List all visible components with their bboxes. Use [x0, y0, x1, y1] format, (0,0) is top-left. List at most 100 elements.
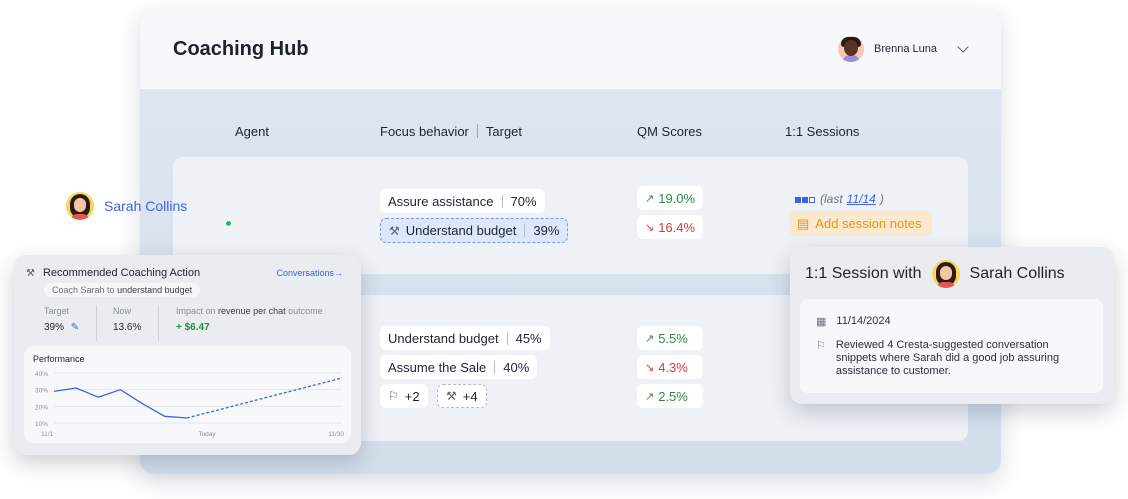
more-tools-count: +4 — [462, 388, 478, 404]
session-history: (last 11/14) — [795, 192, 884, 206]
impact-label-outcome: revenue per chat — [218, 306, 286, 316]
edit-pencil-icon[interactable]: ✎ — [70, 322, 80, 333]
impact-value: + $6.47 — [176, 322, 210, 333]
impact-label-suffix: outcome — [288, 306, 323, 316]
qm-score: ↗ 5.5% — [637, 326, 703, 350]
add-session-notes-label: Add session notes — [815, 216, 922, 231]
user-menu[interactable]: Brenna Luna — [838, 36, 969, 62]
session-detail-body: ▦ 11/14/2024 ⚐ Reviewed 4 Cresta-suggest… — [800, 299, 1103, 393]
session-last-prefix: (last — [820, 192, 843, 206]
conversations-link[interactable]: Conversations→ — [276, 268, 343, 278]
more-tools-pill[interactable]: ⚒ +4 — [437, 384, 487, 408]
y-tick-label: 30% — [35, 388, 48, 395]
qm-score: ↘ 16.4% — [637, 215, 703, 239]
y-tick-label: 40% — [35, 371, 48, 378]
chevron-down-icon[interactable] — [957, 41, 969, 53]
behavior-pill-focused[interactable]: ⚒ Understand budget 39% — [380, 218, 569, 243]
behavior-target: 40% — [503, 359, 530, 375]
session-agent-name: Sarah Collins — [969, 265, 1065, 282]
projected-series-line — [186, 377, 343, 419]
conversations-link-label: Conversations — [276, 268, 334, 278]
session-indicator — [795, 192, 816, 206]
target-label: Target — [44, 306, 70, 316]
recommended-header: ⚒ Recommended Coaching Action — [26, 267, 200, 279]
last-session-link[interactable]: 11/14 — [846, 192, 876, 206]
qm-score: ↘ 4.3% — [637, 355, 703, 379]
session-last-suffix: ) — [879, 192, 884, 206]
coaching-suggestion-prefix: Coach Sarah to — [52, 285, 115, 295]
performance-panel: Performance 40% 30% 20% 10% 11/1 Today 11/30 — [24, 346, 351, 443]
divider — [96, 305, 97, 341]
qm-score-value: 2.5% — [658, 388, 688, 404]
session-detail-title: 1:1 Session with Sarah Collins — [805, 260, 1065, 288]
user-avatar — [838, 36, 864, 62]
calendar-icon: ▤ — [797, 215, 810, 231]
qm-score-value: 4.3% — [658, 359, 688, 375]
calendar-icon: ▦ — [816, 316, 827, 328]
agent-name-link[interactable]: Sarah Collins — [104, 198, 188, 214]
trend-up-icon: ↗ — [645, 390, 655, 403]
behavior-pill[interactable]: Assure assistance 70% — [380, 189, 545, 213]
session-title-label: 1:1 Session with — [805, 265, 922, 282]
more-flags-count: +2 — [404, 388, 420, 404]
trend-up-icon: ↗ — [645, 192, 655, 205]
y-tick-label: 20% — [35, 404, 48, 411]
behavior-pill[interactable]: Assume the Sale 40% — [380, 355, 538, 379]
add-session-notes-button[interactable]: ▤ Add session notes — [789, 211, 932, 236]
performance-chart: 40% 30% 20% 10% 11/1 Today 11/30 — [35, 371, 344, 438]
x-tick-label: 11/30 — [328, 431, 344, 438]
qm-score: ↗ 2.5% — [637, 384, 703, 408]
qm-score-value: 19.0% — [658, 190, 696, 206]
behavior-target: 70% — [510, 193, 537, 209]
column-header-qm: QM Scores — [637, 124, 703, 139]
now-label: Now — [113, 306, 132, 316]
behavior-target: 45% — [515, 330, 542, 346]
session-note-line: ⚐ Reviewed 4 Cresta-suggested conversati… — [816, 339, 1086, 378]
session-detail-card: 1:1 Session with Sarah Collins ▦ 11/14/2… — [790, 247, 1114, 404]
agent-avatar — [66, 192, 94, 220]
impact-metric: Impact on revenue per chat outcome + $6.… — [176, 306, 323, 333]
qm-score-value: 5.5% — [658, 330, 688, 346]
impact-label-prefix: Impact on — [176, 306, 216, 316]
column-header-focus: Focus behavior Target — [380, 124, 522, 139]
session-note: Reviewed 4 Cresta-suggested conversation… — [835, 339, 1060, 377]
user-name: Brenna Luna — [874, 43, 937, 55]
tools-icon: ⚒ — [389, 223, 400, 238]
online-status-dot — [225, 220, 232, 227]
x-tick-label: 11/1 — [41, 431, 54, 438]
divider — [158, 305, 159, 341]
behavior-pill[interactable]: Understand budget 45% — [380, 326, 550, 350]
qm-score-value: 16.4% — [658, 219, 696, 235]
page-title: Coaching Hub — [173, 38, 309, 60]
arrow-right-icon: → — [334, 268, 343, 278]
window-header: Coaching Hub Brenna Luna — [140, 8, 1001, 90]
coaching-suggestion: Coach Sarah to understand budget — [44, 283, 201, 297]
behavior-label: Assume the Sale — [388, 359, 487, 375]
tools-icon: ⚒ — [26, 267, 35, 279]
behavior-label: Understand budget — [405, 223, 517, 238]
column-header-focus-label: Focus behavior — [380, 124, 469, 139]
column-header-sessions: 1:1 Sessions — [785, 124, 860, 139]
flag-icon: ⚐ — [816, 340, 826, 352]
agent-cell[interactable]: Sarah Collins — [66, 192, 187, 220]
session-date: 11/14/2024 — [836, 315, 891, 327]
performance-title: Performance — [33, 354, 85, 364]
now-value: 13.6% — [113, 322, 142, 333]
flag-icon: ⚐ — [388, 389, 399, 403]
behavior-label: Understand budget — [388, 330, 499, 346]
behavior-target: 39% — [533, 223, 560, 238]
target-value-row: 39% ✎ — [44, 322, 79, 333]
now-metric: Now 13.6% — [113, 306, 141, 333]
more-flags-pill[interactable]: ⚐ +2 — [380, 384, 428, 408]
y-tick-label: 10% — [35, 421, 48, 428]
x-tick-label: Today — [198, 431, 216, 438]
trend-down-icon: ↘ — [645, 221, 655, 234]
behavior-label: Assure assistance — [388, 193, 494, 209]
target-metric: Target 39% ✎ — [44, 306, 79, 333]
actual-series-line — [53, 387, 187, 419]
qm-score: ↗ 19.0% — [637, 186, 703, 210]
impact-label: Impact on revenue per chat outcome — [176, 306, 323, 316]
recommended-title: Recommended Coaching Action — [42, 267, 201, 279]
tools-icon: ⚒ — [446, 389, 457, 403]
